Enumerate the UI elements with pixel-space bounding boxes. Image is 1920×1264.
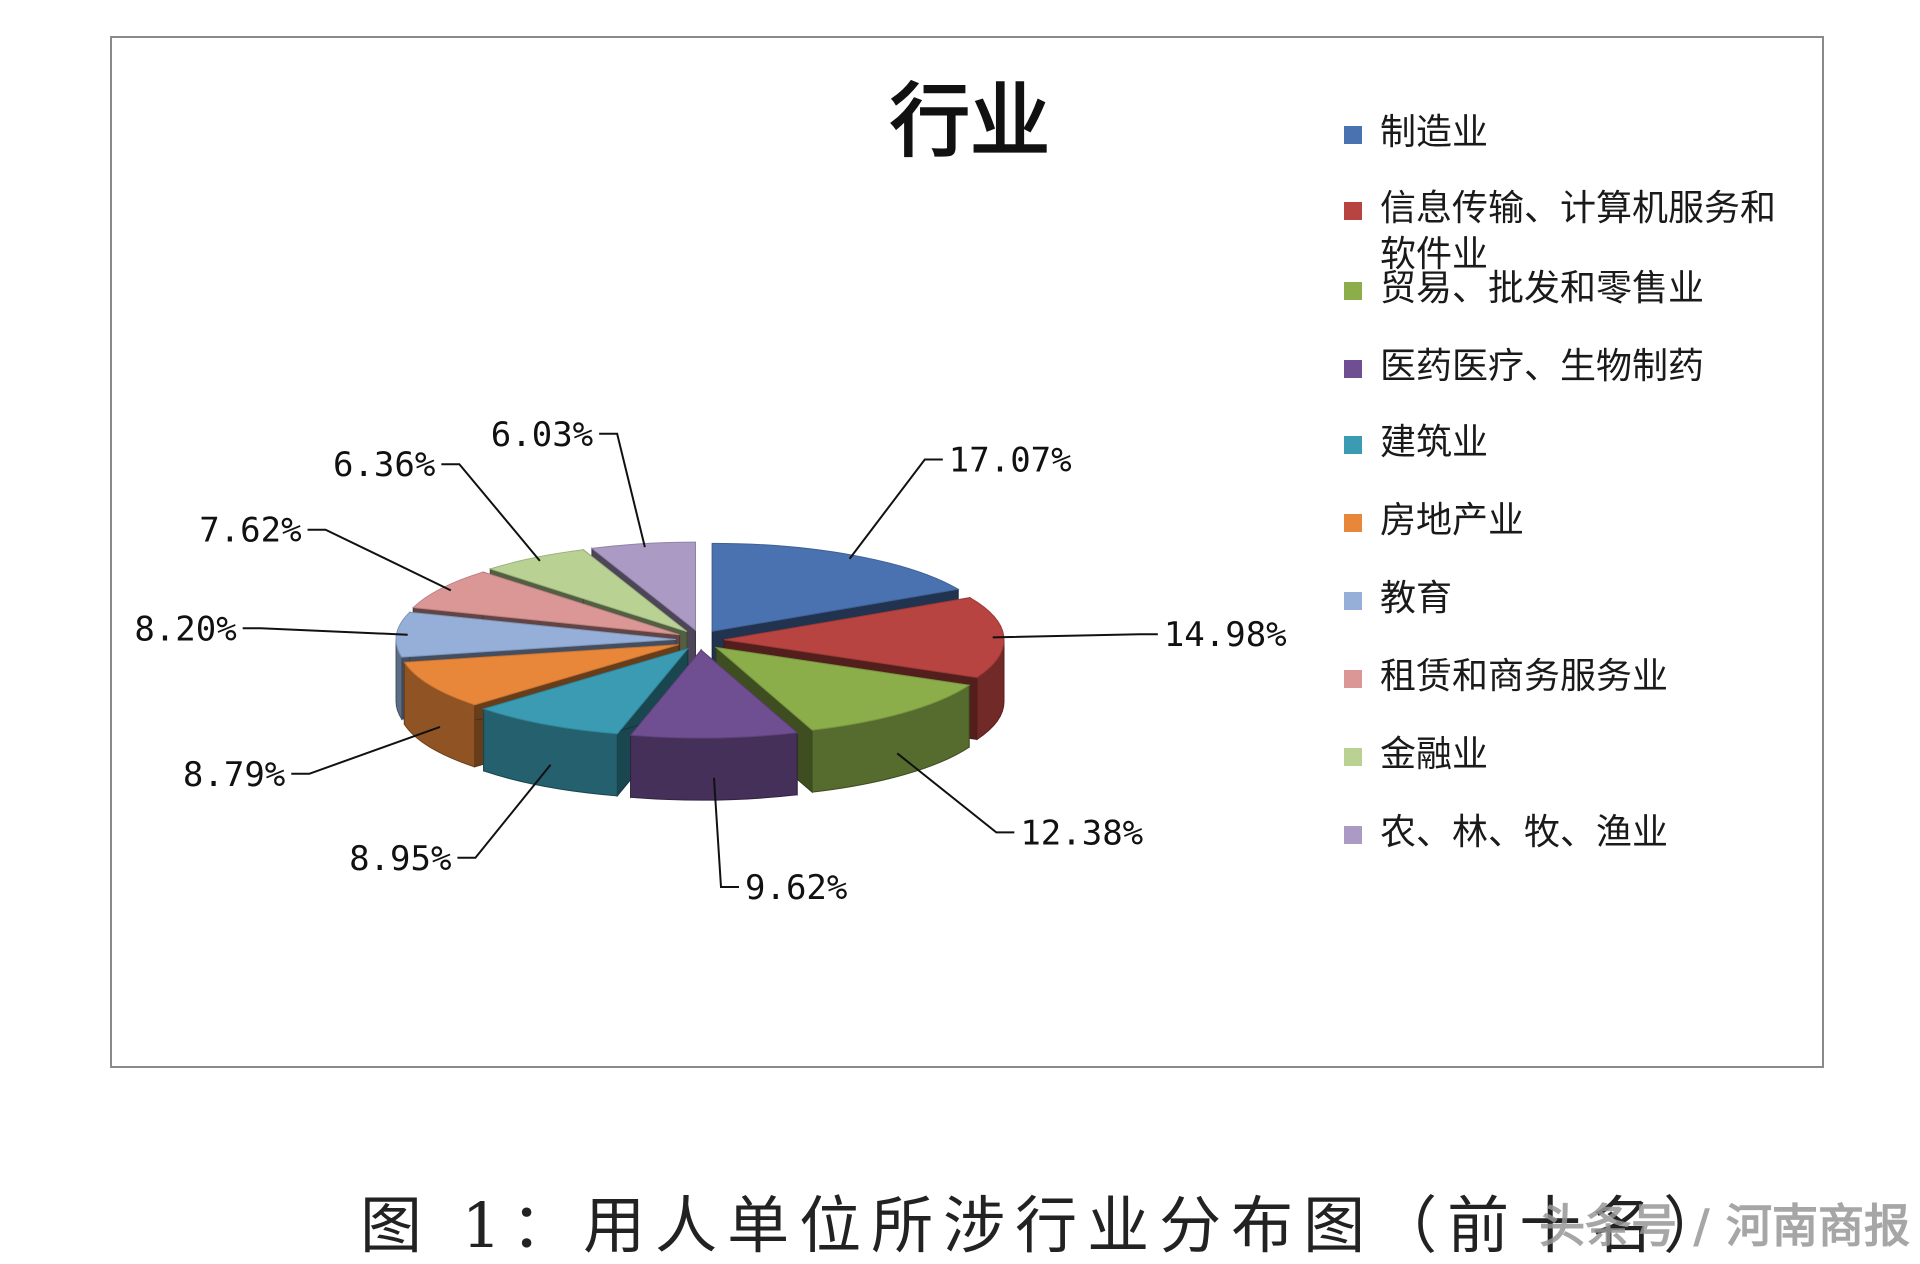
leader-line-10 <box>599 432 646 548</box>
data-label-2: 14.98% <box>1164 615 1287 655</box>
legend-swatch <box>1344 514 1362 532</box>
legend-label: 医药医疗、生物制药 <box>1380 346 1705 387</box>
leader-line-7 <box>242 627 408 636</box>
leader-line-8 <box>307 528 452 592</box>
legend-label: 农、林、牧、渔业 <box>1380 812 1669 853</box>
legend-label: 租赁和商务服务业 <box>1380 656 1669 697</box>
leader-line-6 <box>291 725 441 775</box>
legend-swatch <box>1344 282 1362 300</box>
legend-label: 制造业 <box>1380 112 1489 153</box>
leader-line-3 <box>896 752 1015 834</box>
data-label-6: 8.79% <box>183 755 285 795</box>
legend-swatch <box>1344 826 1362 844</box>
legend-label: 金融业 <box>1380 734 1489 775</box>
legend-swatch <box>1344 748 1362 766</box>
data-label-8: 7.62% <box>199 511 301 551</box>
leader-line-1 <box>848 458 943 560</box>
chart-frame <box>110 36 1824 1068</box>
legend-swatch <box>1344 202 1362 220</box>
pie-slice-4 <box>629 648 799 801</box>
data-label-9: 6.36% <box>333 445 435 485</box>
legend-swatch <box>1344 360 1362 378</box>
leader-line-5 <box>457 764 552 859</box>
legend-label: 教育 <box>1380 578 1453 619</box>
data-label-10: 6.03% <box>491 415 593 455</box>
leader-line-4 <box>712 777 740 888</box>
chart-title: 行业 <box>890 75 1050 168</box>
leader-line-2 <box>992 633 1158 639</box>
legend-label: 信息传输、计算机服务和软件业 <box>1380 188 1777 275</box>
leader-line-9 <box>441 463 541 562</box>
data-label-7: 8.20% <box>134 609 236 649</box>
legend-label: 建筑业 <box>1380 422 1489 463</box>
legend-label: 房地产业 <box>1380 500 1525 541</box>
legend-swatch <box>1344 126 1362 144</box>
legend-swatch <box>1344 436 1362 454</box>
watermark: 头条号 / 河南商报 <box>1539 1199 1910 1253</box>
legend-swatch <box>1344 592 1362 610</box>
pie-slice-5 <box>481 647 690 798</box>
legend-swatch <box>1344 670 1362 688</box>
data-label-1: 17.07% <box>949 440 1072 480</box>
data-label-3: 12.38% <box>1020 813 1143 853</box>
legend-label: 贸易、批发和零售业 <box>1380 268 1705 309</box>
figure-caption: 图 1：用人单位所涉行业分布图（前十名） <box>360 1189 1736 1262</box>
data-label-5: 8.95% <box>349 839 451 879</box>
data-label-4: 9.62% <box>745 868 847 908</box>
